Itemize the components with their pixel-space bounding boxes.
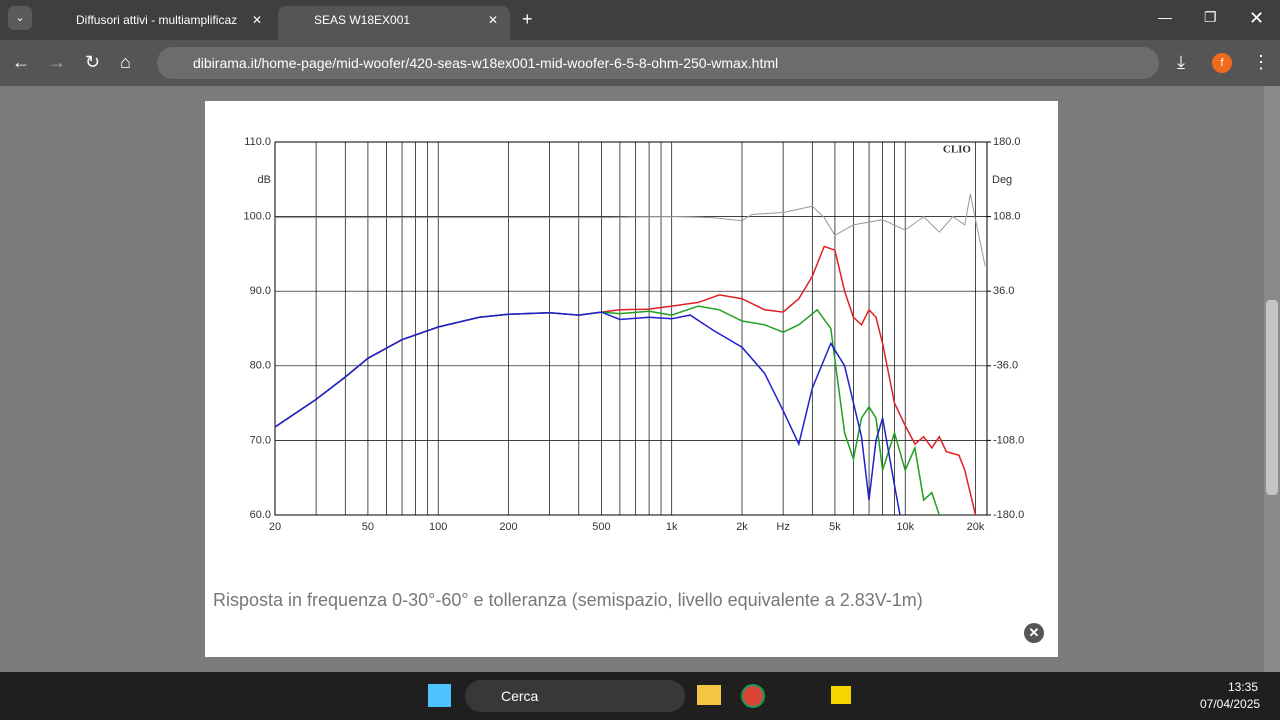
x-tick-label: 1k: [666, 521, 678, 533]
y2-tick-label: -108.0: [993, 434, 1024, 446]
tab-strip: ⌄ Diffusori attivi - multiamplificaz ✕ SE…: [0, 0, 1280, 40]
menu[interactable]: ⋮: [1252, 52, 1270, 72]
search[interactable]: Cerca: [465, 680, 685, 712]
forward[interactable]: →: [48, 52, 66, 72]
tab-title: SEAS W18EX001: [314, 13, 411, 27]
x-tick-label: 50: [362, 521, 374, 533]
scrollbar[interactable]: [1264, 86, 1280, 672]
tab-title: Diffusori attivi - multiamplificaz: [76, 13, 238, 27]
profile[interactable]: f: [1212, 53, 1232, 73]
x-tick-label: 100: [429, 521, 447, 533]
date: 07/04/2025: [1200, 697, 1261, 711]
lightbox: CLIO dB Deg 20 50 100 200 500 1k 2k Hz 5k 10k 20k 6…: [205, 101, 1058, 657]
caption: Risposta in frequenza 0-30°-60° e toller…: [213, 590, 923, 610]
x-tick-label: 5k: [829, 521, 841, 533]
y-tick-label: 60.0: [250, 509, 271, 521]
series-line: [274, 305, 941, 516]
y-tick-label: 90.0: [250, 285, 271, 297]
plot-frame: [274, 141, 988, 516]
y-tick-label: 70.0: [250, 434, 271, 446]
start[interactable]: [428, 684, 451, 707]
scroll-thumb[interactable]: [1266, 300, 1278, 495]
close-lightbox[interactable]: ✕: [1024, 623, 1044, 643]
back[interactable]: ←: [12, 52, 30, 72]
tab-search[interactable]: ⌄: [8, 6, 32, 30]
x-tick-label: Hz: [776, 521, 789, 533]
chrome[interactable]: [741, 684, 765, 708]
home[interactable]: ⌂: [120, 52, 131, 72]
y2-tick-label: -180.0: [993, 509, 1024, 521]
clock: 13:35: [1228, 680, 1259, 694]
downloads[interactable]: ⤓: [1177, 52, 1185, 72]
new-tab[interactable]: +: [522, 9, 533, 29]
y2-tick-label: 180.0: [993, 136, 1021, 148]
reload[interactable]: ↻: [85, 52, 101, 72]
restore[interactable]: ❐: [1204, 9, 1217, 25]
series-line: [275, 193, 986, 267]
y2-tick-label: 36.0: [993, 285, 1014, 297]
close-window[interactable]: ✕: [1249, 8, 1265, 28]
minimize[interactable]: —: [1158, 9, 1172, 25]
series-line: [274, 245, 977, 516]
x-tick-label: 2k: [736, 521, 748, 533]
x-tick-label: 10k: [896, 521, 914, 533]
pdf[interactable]: [831, 686, 851, 704]
url: dibirama.it/home-page/mid-woofer/420-sea…: [193, 55, 779, 71]
chart: CLIO dB Deg 20 50 100 200 500 1k 2k Hz 5k 10k 20k 6…: [243, 136, 1024, 533]
tab[interactable]: Diffusori attivi - multiamplificaz ✕: [40, 6, 274, 40]
x-tick-label: 20k: [967, 521, 985, 533]
y2-label: Deg: [992, 174, 1012, 186]
x-tick-label: 500: [592, 521, 610, 533]
y-tick-label: 110.0: [244, 136, 271, 148]
y-label: dB: [258, 174, 271, 186]
explorer[interactable]: [697, 685, 721, 705]
x-tick-label: 200: [499, 521, 517, 533]
address-bar[interactable]: dibirama.it/home-page/mid-woofer/420-sea…: [157, 47, 1159, 79]
y2-tick-label: -36.0: [993, 360, 1018, 372]
tab-close[interactable]: ✕: [251, 13, 262, 27]
tab-active[interactable]: SEAS W18EX001 ✕: [278, 6, 510, 40]
y-tick-label: 100.0: [243, 211, 271, 223]
x-tick-label: 20: [269, 521, 281, 533]
brand: CLIO: [943, 144, 972, 156]
series-line: [274, 311, 901, 516]
search-label: Cerca: [501, 688, 539, 704]
tab-close[interactable]: ✕: [487, 13, 498, 27]
taskbar: Cerca 13:35 07/04/2025: [0, 672, 1280, 720]
y2-tick-label: 108.0: [993, 211, 1021, 223]
y-tick-label: 80.0: [250, 360, 271, 372]
